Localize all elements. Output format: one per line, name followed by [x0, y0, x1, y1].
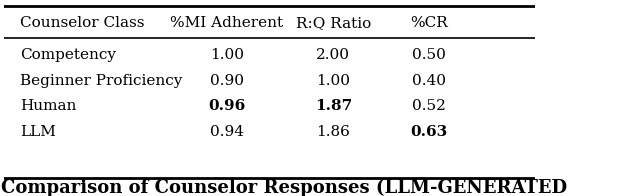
Text: 0.52: 0.52: [412, 100, 446, 113]
Text: LLM: LLM: [20, 125, 56, 139]
Text: R:Q Ratio: R:Q Ratio: [296, 16, 371, 30]
Text: 0.94: 0.94: [210, 125, 244, 139]
Text: 0.90: 0.90: [210, 74, 244, 88]
Text: 0.63: 0.63: [410, 125, 448, 139]
Text: 0.50: 0.50: [412, 48, 446, 62]
Text: 1.87: 1.87: [315, 100, 352, 113]
Text: 0.40: 0.40: [412, 74, 446, 88]
Text: Comparison of Counselor Responses (LLM-GENERATED: Comparison of Counselor Responses (LLM-G…: [1, 179, 567, 196]
Text: Competency: Competency: [20, 48, 116, 62]
Text: Beginner Proficiency: Beginner Proficiency: [20, 74, 182, 88]
Text: 1.00: 1.00: [210, 48, 244, 62]
Text: 1.00: 1.00: [316, 74, 350, 88]
Text: %MI Adherent: %MI Adherent: [170, 16, 283, 30]
Text: 1.86: 1.86: [316, 125, 350, 139]
Text: %CR: %CR: [410, 16, 448, 30]
Text: 0.96: 0.96: [208, 100, 246, 113]
Text: 2.00: 2.00: [316, 48, 350, 62]
Text: Counselor Class: Counselor Class: [20, 16, 144, 30]
Text: Human: Human: [20, 100, 76, 113]
